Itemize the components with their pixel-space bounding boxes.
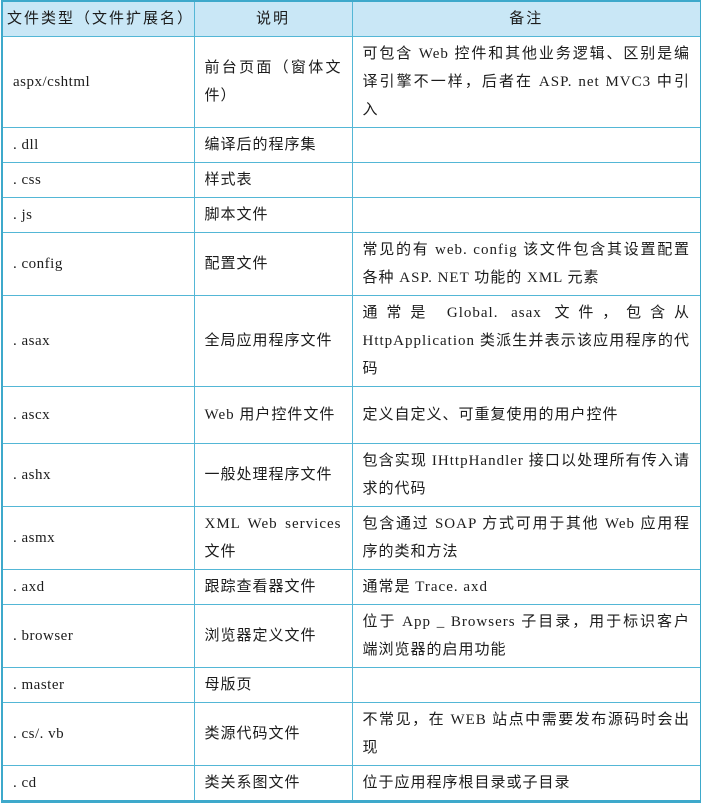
cell-extension: . cs/. vb — [1, 702, 195, 766]
cell-extension: . ascx — [1, 386, 195, 444]
cell-remark — [351, 162, 701, 198]
cell-extension: aspx/cshtml — [1, 36, 195, 128]
cell-remark: 可包含 Web 控件和其他业务逻辑、区别是编译引擎不一样，后者在 ASP. ne… — [351, 36, 701, 128]
table-row: . axd 跟踪查看器文件 通常是 Trace. axd — [1, 569, 701, 605]
table-row: . ashx 一般处理程序文件 包含实现 IHttpHandler 接口以处理所… — [1, 443, 701, 507]
cell-remark — [351, 197, 701, 233]
cell-description: 编译后的程序集 — [193, 127, 353, 163]
table-row: . cs/. vb 类源代码文件 不常见，在 WEB 站点中需要发布源码时会出现 — [1, 702, 701, 766]
cell-description: 浏览器定义文件 — [193, 604, 353, 668]
cell-description: 样式表 — [193, 162, 353, 198]
cell-extension: . browser — [1, 604, 195, 668]
cell-remark: 包含实现 IHttpHandler 接口以处理所有传入请求的代码 — [351, 443, 701, 507]
table-row: aspx/cshtml 前台页面（窗体文件） 可包含 Web 控件和其他业务逻辑… — [1, 36, 701, 128]
cell-description: 一般处理程序文件 — [193, 443, 353, 507]
cell-remark: 通常是 Global. asax 文件，包含从 HttpApplication … — [351, 295, 701, 387]
cell-description: 配置文件 — [193, 232, 353, 296]
cell-remark: 包含通过 SOAP 方式可用于其他 Web 应用程序的类和方法 — [351, 506, 701, 570]
cell-remark: 常见的有 web. config 该文件包含其设置配置各种 ASP. NET 功… — [351, 232, 701, 296]
cell-extension: . css — [1, 162, 195, 198]
table-row: . css 样式表 — [1, 162, 701, 198]
cell-remark: 定义自定义、可重复使用的用户控件 — [351, 386, 701, 444]
cell-remark — [351, 127, 701, 163]
cell-description: Web 用户控件文件 — [193, 386, 353, 444]
cell-extension: . cd — [1, 765, 195, 802]
cell-extension: . axd — [1, 569, 195, 605]
table-row: . master 母版页 — [1, 667, 701, 703]
cell-description: 全局应用程序文件 — [193, 295, 353, 387]
cell-description: 前台页面（窗体文件） — [193, 36, 353, 128]
header-file-type: 文件类型（文件扩展名） — [1, 0, 195, 37]
cell-remark: 位于 App _ Browsers 子目录，用于标识客户端浏览器的启用功能 — [351, 604, 701, 668]
cell-description: 跟踪查看器文件 — [193, 569, 353, 605]
cell-extension: . asmx — [1, 506, 195, 570]
cell-extension: . asax — [1, 295, 195, 387]
cell-remark: 不常见，在 WEB 站点中需要发布源码时会出现 — [351, 702, 701, 766]
cell-extension: . config — [1, 232, 195, 296]
cell-remark: 通常是 Trace. axd — [351, 569, 701, 605]
cell-description: XML Web services 文件 — [193, 506, 353, 570]
table-row: . js 脚本文件 — [1, 197, 701, 233]
header-remarks: 备注 — [351, 0, 701, 37]
cell-extension: . master — [1, 667, 195, 703]
table-row: . cd 类关系图文件 位于应用程序根目录或子目录 — [1, 765, 701, 802]
table-row: . config 配置文件 常见的有 web. config 该文件包含其设置配… — [1, 232, 701, 296]
table-header-row: 文件类型（文件扩展名） 说明 备注 — [1, 0, 701, 37]
cell-extension: . dll — [1, 127, 195, 163]
cell-remark — [351, 667, 701, 703]
cell-description: 类关系图文件 — [193, 765, 353, 802]
cell-description: 类源代码文件 — [193, 702, 353, 766]
cell-remark: 位于应用程序根目录或子目录 — [351, 765, 701, 802]
cell-description: 脚本文件 — [193, 197, 353, 233]
table-row: . browser 浏览器定义文件 位于 App _ Browsers 子目录，… — [1, 604, 701, 668]
table-row: . asax 全局应用程序文件 通常是 Global. asax 文件，包含从 … — [1, 295, 701, 387]
cell-extension: . js — [1, 197, 195, 233]
cell-description: 母版页 — [193, 667, 353, 703]
table-row: . dll 编译后的程序集 — [1, 127, 701, 163]
cell-extension: . ashx — [1, 443, 195, 507]
header-description: 说明 — [193, 0, 353, 37]
table-row: . asmx XML Web services 文件 包含通过 SOAP 方式可… — [1, 506, 701, 570]
table-row: . ascx Web 用户控件文件 定义自定义、可重复使用的用户控件 — [1, 386, 701, 444]
